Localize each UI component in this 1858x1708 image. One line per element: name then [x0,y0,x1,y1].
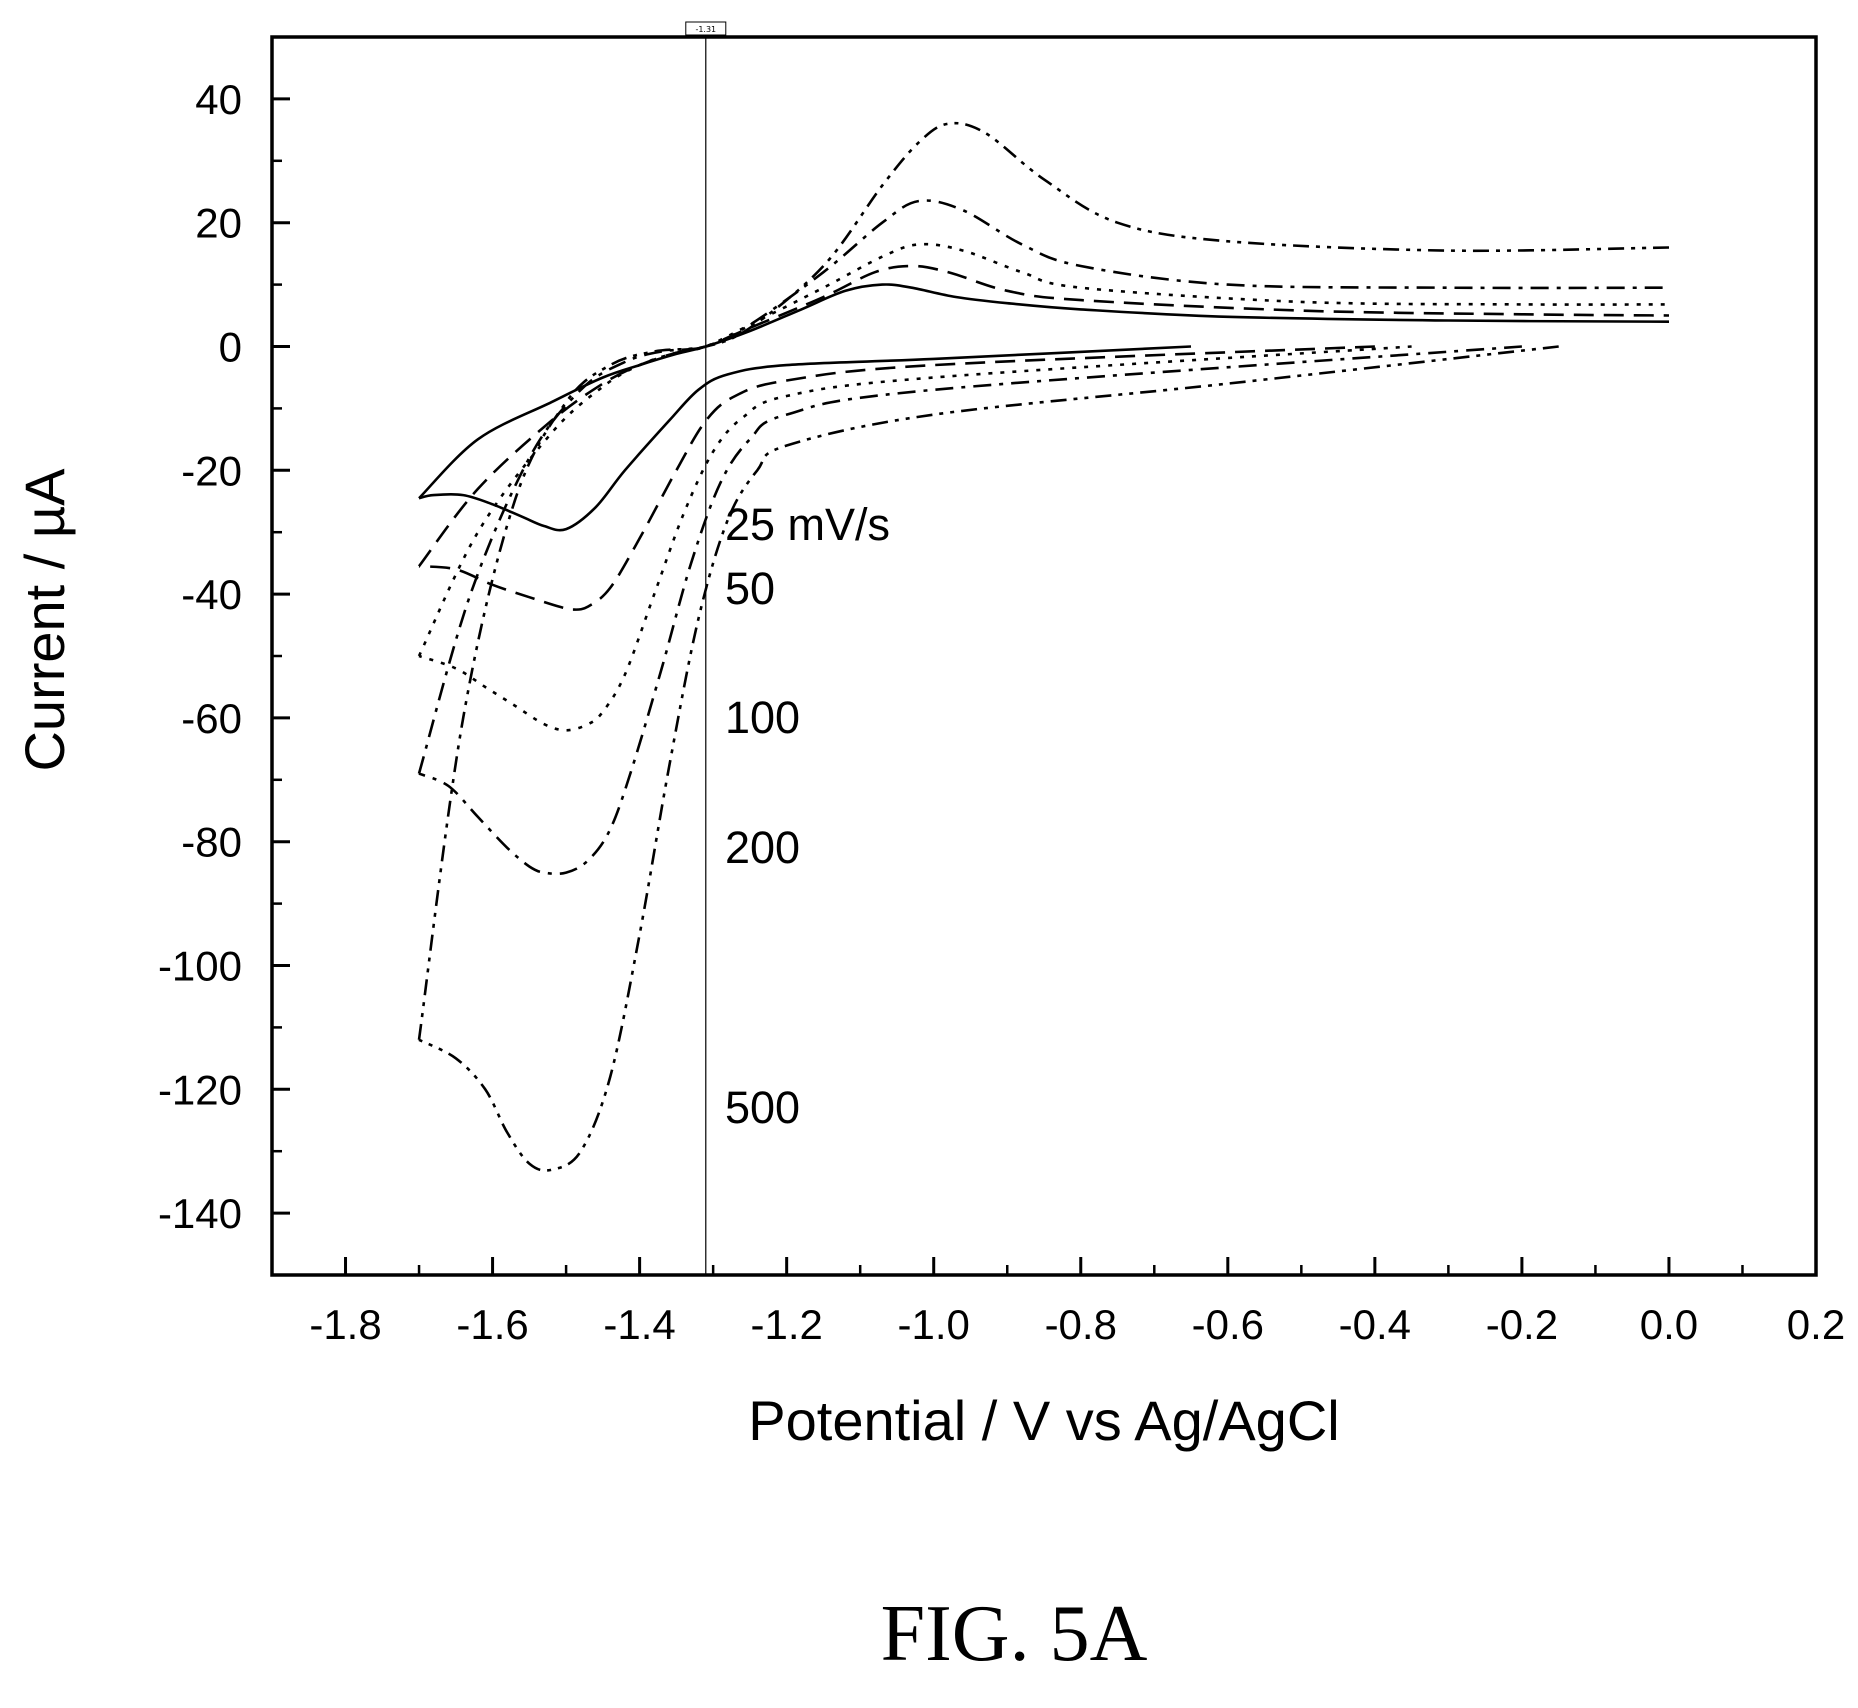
x-tick-label: -1.6 [456,1301,528,1348]
y-axis-tick-labels: 40 20 0 -20 -40 -60 -80 -100 -120 -140 [158,76,242,1237]
plot-frame [270,35,1818,1277]
y-tick-label: -120 [158,1066,242,1113]
x-tick-label: -0.6 [1192,1301,1264,1348]
x-tick-label: -1.8 [309,1301,381,1348]
x-axis-ticks [344,1257,1744,1275]
series-3-anodic-scan [417,242,1670,657]
y-tick-label: -20 [181,447,242,494]
annotation-100: 100 [725,692,800,743]
series-4-cathodic-scan [418,345,1522,876]
y-tick-label: 40 [195,76,242,123]
y-axis-title: Current / µA [13,468,76,772]
annotation-50: 50 [725,563,775,614]
x-tick-label: -0.8 [1045,1301,1117,1348]
series-2-cathodic-scan [418,345,1375,611]
annotation-25-mv-s: 25 mV/s [725,499,890,550]
y-tick-label: -80 [181,819,242,866]
series-1-anodic-scan [418,283,1670,500]
series-4-anodic-scan [417,199,1670,774]
x-tick-label: -1.4 [603,1301,675,1348]
y-tick-label: -140 [158,1190,242,1237]
vertical-marker: -1.31 [685,21,727,1275]
series-3-cathodic-scan [418,345,1412,732]
y-axis-ticks [272,97,290,1215]
y-tick-label: 0 [219,324,242,371]
x-tick-label: -1.2 [750,1301,822,1348]
series-5-anodic-scan [417,121,1670,1040]
series-1-cathodic-scan [418,345,1192,532]
scan-rate-annotations: 25 mV/s 50 100 200 500 [725,499,890,1133]
annotation-500: 500 [725,1082,800,1133]
series-5-cathodic-scan [418,345,1559,1172]
vertical-marker-label-box [685,21,727,36]
y-tick-label: -60 [181,695,242,742]
series-2-anodic-scan [417,264,1670,567]
x-axis-tick-labels: -1.8 -1.6 -1.4 -1.2 -1.0 -0.8 -0.6 -0.4 -0.2 0.0 0… [309,1301,1845,1348]
voltammogram-curves [417,121,1670,1172]
vertical-marker-label: -1.31 [695,25,716,34]
x-tick-label: 0.2 [1787,1301,1845,1348]
x-tick-label: 0.0 [1640,1301,1698,1348]
x-tick-label: -1.0 [898,1301,970,1348]
x-tick-label: -0.2 [1486,1301,1558,1348]
y-tick-label: -40 [181,571,242,618]
figure-caption: FIG. 5A [881,1590,1148,1678]
x-tick-label: -0.4 [1339,1301,1411,1348]
annotation-200: 200 [725,822,800,873]
y-tick-label: -100 [158,943,242,990]
x-axis-title: Potential / V vs Ag/AgCl [748,1389,1339,1452]
y-tick-label: 20 [195,200,242,247]
